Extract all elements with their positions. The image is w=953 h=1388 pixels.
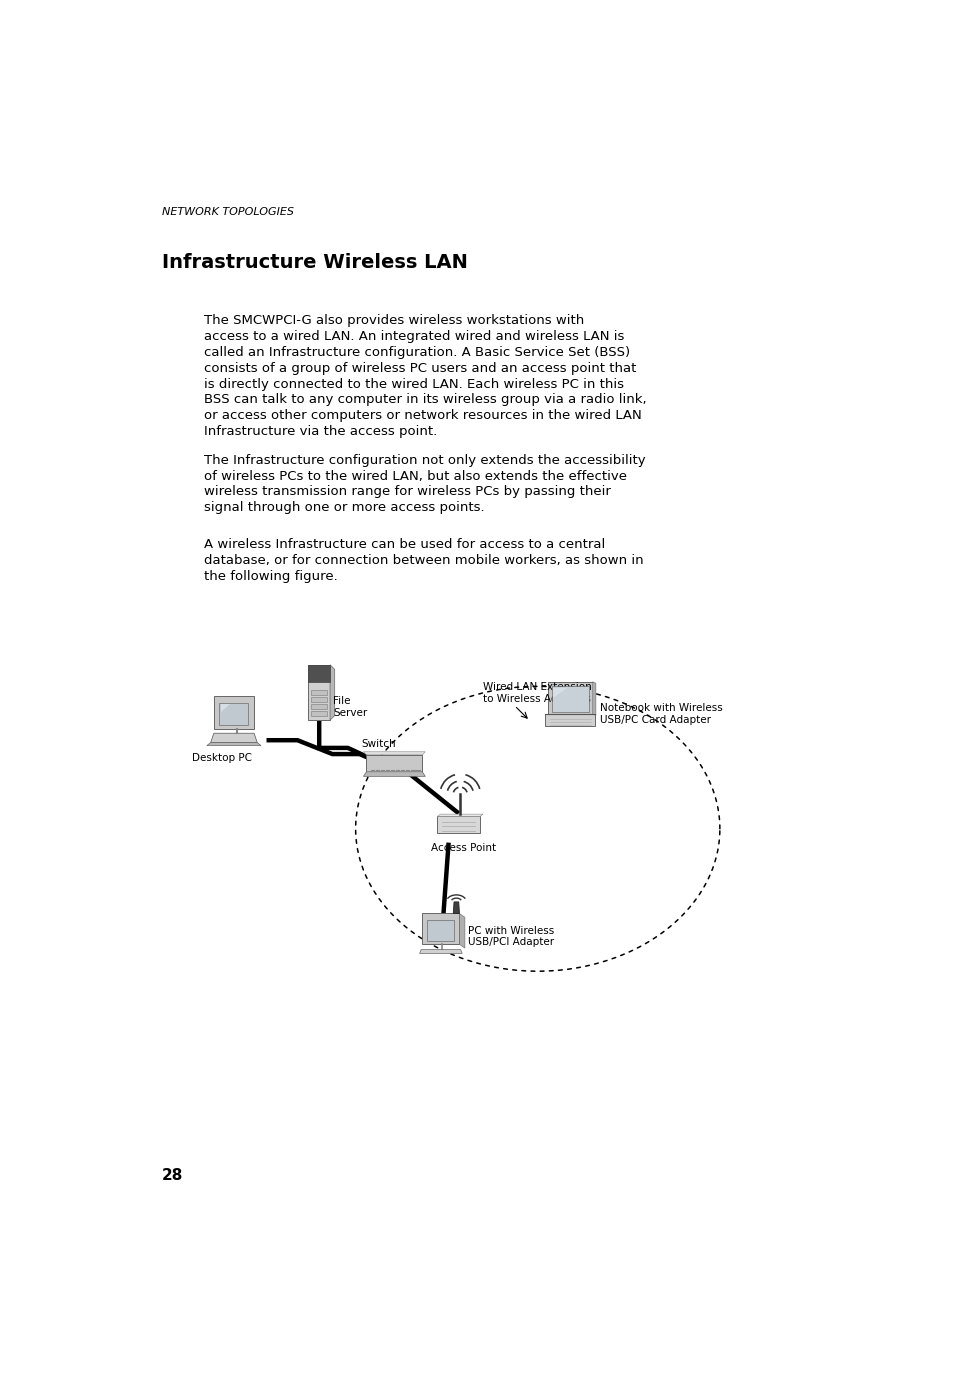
Polygon shape [311,690,327,695]
Polygon shape [207,743,261,745]
Text: Wired LAN Extension
to Wireless Adapters: Wired LAN Extension to Wireless Adapters [483,683,592,704]
Text: Desktop PC: Desktop PC [193,754,252,763]
Text: Switch: Switch [361,740,396,750]
Text: or access other computers or network resources in the wired LAN: or access other computers or network res… [204,409,641,422]
Text: A wireless Infrastructure can be used for access to a central: A wireless Infrastructure can be used fo… [204,539,605,551]
Text: the following figure.: the following figure. [204,570,338,583]
Text: The Infrastructure configuration not only extends the accessibility: The Infrastructure configuration not onl… [204,454,645,466]
Text: Infrastructure Wireless LAN: Infrastructure Wireless LAN [162,253,467,272]
Polygon shape [547,682,592,713]
Polygon shape [553,688,566,698]
Polygon shape [308,665,330,682]
Polygon shape [453,902,459,913]
Polygon shape [459,913,464,948]
Text: consists of a group of wireless PC users and an access point that: consists of a group of wireless PC users… [204,362,637,375]
Text: wireless transmission range for wireless PCs by passing their: wireless transmission range for wireless… [204,486,611,498]
Polygon shape [419,949,461,954]
Polygon shape [436,816,479,833]
Text: Infrastructure via the access point.: Infrastructure via the access point. [204,425,437,437]
Text: PC with Wireless
USB/PCI Adapter: PC with Wireless USB/PCI Adapter [468,926,554,948]
Text: File
Server: File Server [333,697,367,718]
Polygon shape [592,682,596,716]
Text: The SMCWPCI-G also provides wireless workstations with: The SMCWPCI-G also provides wireless wor… [204,315,584,328]
Polygon shape [427,920,454,941]
Polygon shape [330,665,335,720]
Polygon shape [211,733,257,743]
Text: Notebook with Wireless
USB/PC Card Adapter: Notebook with Wireless USB/PC Card Adapt… [599,704,721,725]
Text: access to a wired LAN. An integrated wired and wireless LAN is: access to a wired LAN. An integrated wir… [204,330,624,343]
Polygon shape [551,687,588,712]
Polygon shape [436,815,482,816]
Polygon shape [366,755,422,772]
Text: database, or for connection between mobile workers, as shown in: database, or for connection between mobi… [204,554,643,568]
Polygon shape [363,752,425,755]
Polygon shape [311,711,327,716]
Polygon shape [311,704,327,709]
Text: NETWORK TOPOLOGIES: NETWORK TOPOLOGIES [162,207,294,217]
Text: called an Infrastructure configuration. A Basic Service Set (BSS): called an Infrastructure configuration. … [204,346,630,359]
Polygon shape [363,772,425,776]
Text: is directly connected to the wired LAN. Each wireless PC in this: is directly connected to the wired LAN. … [204,378,624,390]
Polygon shape [311,697,327,702]
Polygon shape [219,702,248,725]
Polygon shape [308,665,330,720]
Text: Access Point: Access Point [431,844,496,854]
Polygon shape [213,697,253,729]
Text: 28: 28 [162,1167,183,1183]
Text: BSS can talk to any computer in its wireless group via a radio link,: BSS can talk to any computer in its wire… [204,393,646,407]
Polygon shape [422,913,459,944]
Text: signal through one or more access points.: signal through one or more access points… [204,501,485,514]
Polygon shape [544,713,595,726]
Polygon shape [221,704,230,712]
Text: of wireless PCs to the wired LAN, but also extends the effective: of wireless PCs to the wired LAN, but al… [204,469,627,483]
